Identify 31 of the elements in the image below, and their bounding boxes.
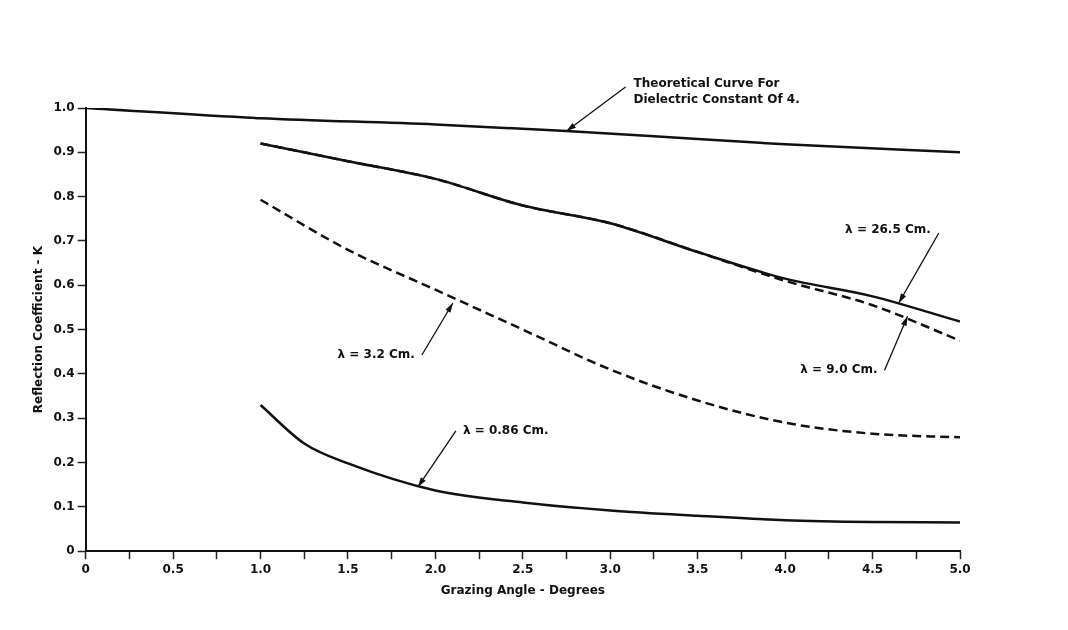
annotation: λ = 0.86 Cm. [462,423,549,438]
y-tick-label: 0.3 [53,410,75,425]
x-tick-label: 2.5 [512,561,534,576]
annotation: λ = 9.0 Cm. [800,362,878,377]
x-tick-label: 1.0 [249,561,272,576]
x-tick-label: 1.5 [337,561,359,576]
x-tick-label: 3.0 [599,561,621,576]
x-tick-label: 4.5 [861,561,884,576]
y-tick-label: 0.7 [53,233,75,248]
line-series [259,198,960,439]
y-tick-label: 0.4 [53,366,75,381]
annotation: Theoretical Curve For Dielectric Constant Of 4. [633,76,800,107]
x-axis-title: Grazing Angle - Degrees [440,582,605,597]
y-tick-label: 1.0 [53,100,75,115]
x-tick-label: 0 [81,561,90,576]
y-tick-label: 0.8 [53,188,75,203]
annotation: λ = 26.5 Cm. [845,222,931,237]
y-tick-label: 0.1 [53,499,75,514]
x-tick-label: 2.0 [424,561,447,576]
x-tick-label: 5.0 [949,561,971,576]
x-tick-label: 4.0 [774,561,796,576]
line-series [259,403,960,524]
y-tick-label: 0.9 [53,144,75,159]
y-tick-label: 0.2 [53,454,75,469]
y-axis-title: Reflection Coefficient - K [31,245,46,414]
y-tick-label: 0.6 [53,277,75,292]
y-tick-label: 0 [66,543,75,558]
annotation: λ = 3.2 Cm. [337,347,415,362]
y-tick-label: 0.5 [53,321,75,336]
x-tick-label: 3.5 [687,561,709,576]
x-tick-label: 0.5 [162,561,184,576]
